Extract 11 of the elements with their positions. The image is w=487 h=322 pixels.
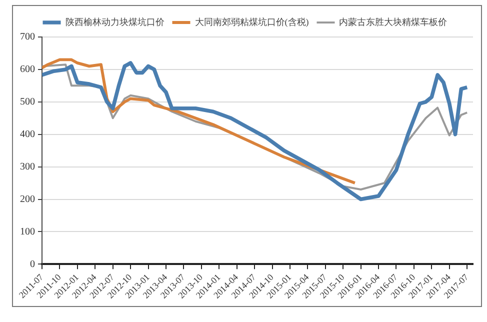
y-tick-label: 500	[20, 96, 35, 108]
y-tick-label: 0	[30, 258, 35, 270]
legend-label: 大同南郊弱粘煤坑口价(含税)	[194, 16, 309, 27]
y-tick-label: 600	[20, 64, 35, 76]
y-tick-label: 700	[20, 32, 35, 43]
y-tick-label: 200	[20, 194, 35, 205]
y-tick-label: 100	[20, 226, 35, 238]
legend-label: 陕西榆林动力块煤坑口价	[65, 16, 164, 27]
y-tick-label: 400	[20, 128, 35, 140]
legend-label: 内蒙古东胜大块精煤车板价	[339, 16, 448, 27]
y-tick-label: 300	[20, 161, 35, 172]
